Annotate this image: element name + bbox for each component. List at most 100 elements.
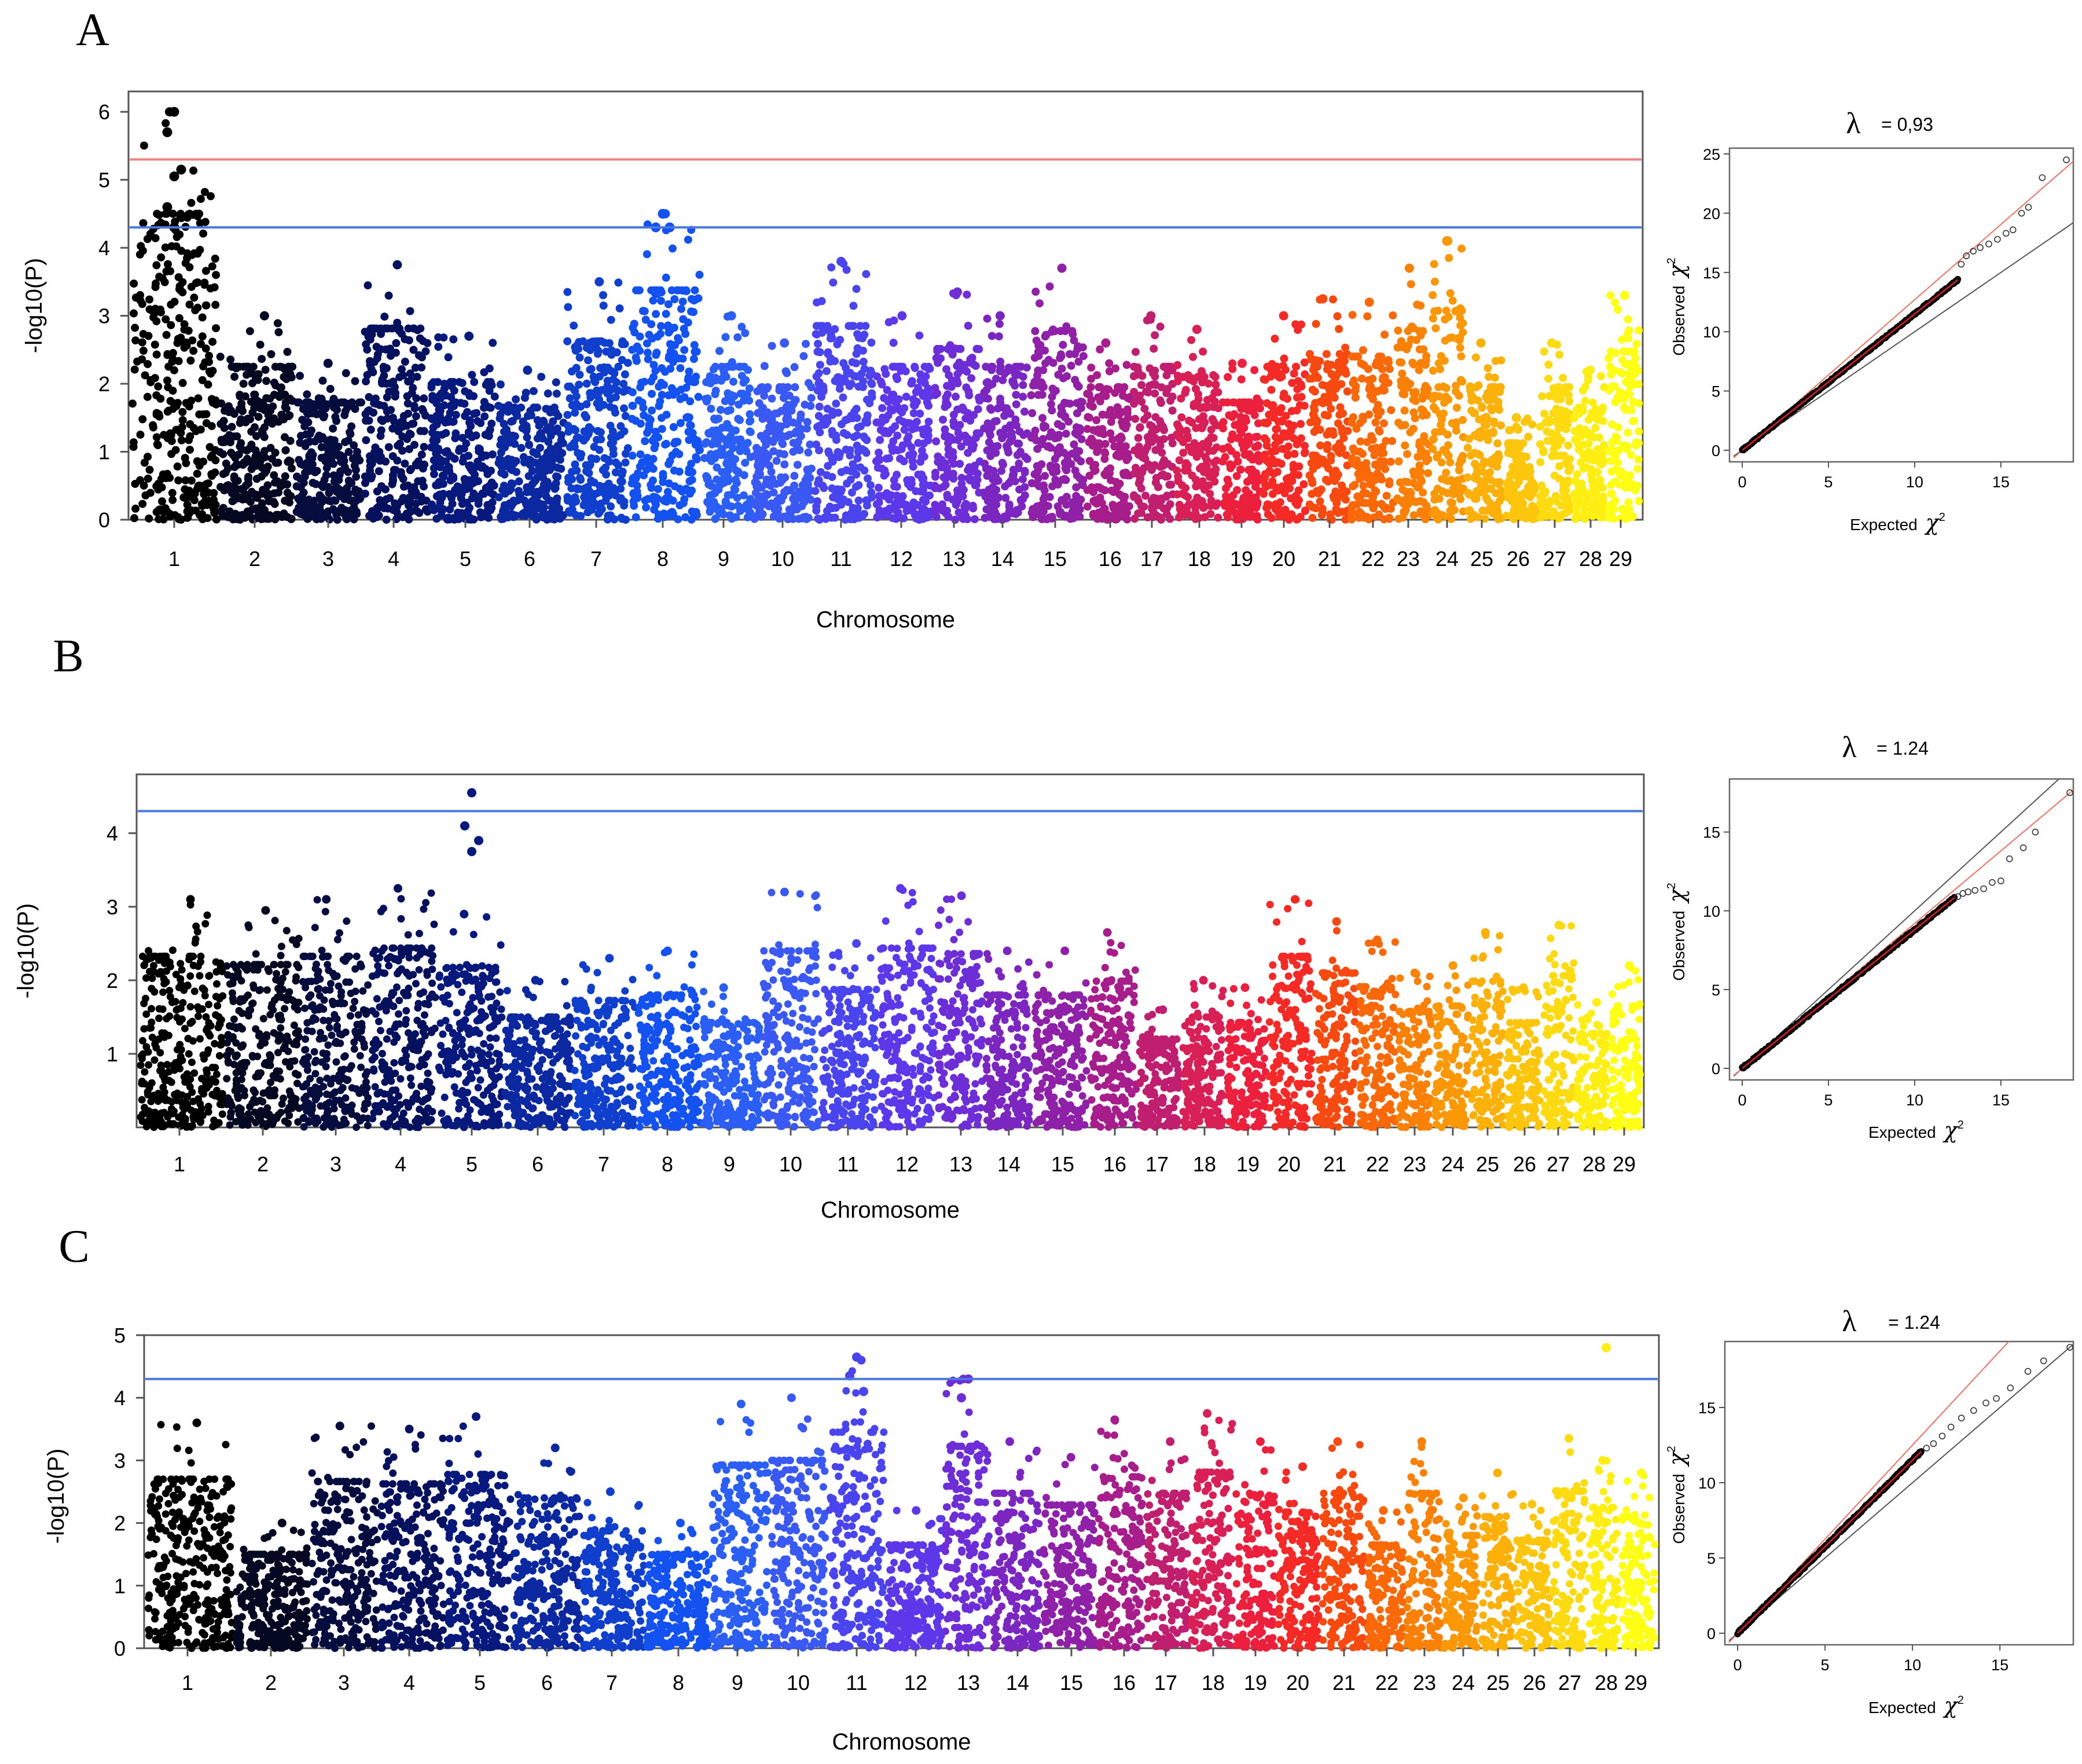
chromosome-peak-point	[277, 1519, 287, 1528]
qq-y-axis-label: Observed χ2	[1664, 258, 1690, 356]
snp-point	[289, 1526, 298, 1534]
qq-tail-point	[1989, 879, 1996, 886]
snp-point	[556, 1491, 564, 1500]
snp-point	[852, 1389, 860, 1397]
x-tick-label: 26	[1513, 1152, 1536, 1176]
snp-point	[313, 896, 321, 904]
snp-point	[649, 998, 656, 1006]
snp-point	[735, 1462, 743, 1471]
qq-y-axis: 0 5 10 15 20 25	[1703, 146, 1730, 460]
x-tick-label: 21	[1323, 1152, 1346, 1176]
snp-point	[842, 1425, 850, 1433]
snp-point	[805, 378, 813, 387]
snp-point	[1194, 1473, 1202, 1482]
dense-band-chr9	[700, 1019, 763, 1131]
x-tick-label: 10	[779, 1152, 802, 1176]
x-tick-label: 10	[787, 1671, 810, 1695]
chromosome-peak-point	[852, 939, 861, 948]
chromosome-points-26	[1503, 983, 1544, 1131]
snp-point	[1494, 946, 1502, 954]
chromosome-peak-point	[1057, 263, 1067, 273]
qq-x-tick-label: 15	[1991, 1656, 2008, 1674]
snp-point	[768, 888, 776, 896]
snp-point	[321, 907, 329, 916]
snp-point	[824, 326, 832, 335]
snp-point	[1114, 983, 1122, 991]
snp-point	[745, 1428, 753, 1436]
chromosome-peak-point	[1481, 928, 1490, 937]
snp-point	[552, 389, 561, 398]
snp-point	[446, 1435, 454, 1443]
plot-frame	[127, 90, 1644, 521]
snp-point	[343, 917, 351, 925]
snp-point	[1328, 1444, 1336, 1452]
y-tick-label: 1	[98, 440, 110, 464]
snp-point	[1561, 389, 1569, 397]
snp-point	[1359, 346, 1367, 355]
snp-point	[282, 927, 291, 935]
y-axis: 0 1 2 3 4 5 6	[98, 100, 128, 532]
snp-point	[1173, 361, 1182, 369]
snp-point	[244, 921, 252, 929]
snp-point	[1228, 1420, 1236, 1428]
snp-point	[420, 905, 428, 913]
snp-point	[351, 377, 359, 385]
dense-band-chr24	[1431, 1002, 1472, 1131]
snp-point	[296, 372, 304, 380]
snp-point	[783, 369, 791, 377]
qq-tail-point	[1970, 248, 1977, 255]
snp-point	[662, 273, 670, 282]
snp-point	[1496, 980, 1504, 988]
qq-x-tick-label: 0	[1738, 1092, 1746, 1109]
x-tick-label: 3	[322, 547, 334, 571]
x-tick-label: 4	[388, 547, 399, 571]
qq-tail-point	[1977, 244, 1984, 251]
qq-y-tick-label: 0	[1712, 1060, 1720, 1078]
chromosome-points-24	[1440, 1493, 1481, 1652]
snp-point	[1499, 1520, 1507, 1528]
chromosome-peak-point	[192, 1418, 201, 1427]
snp-point	[1459, 1515, 1467, 1523]
snp-point	[1632, 967, 1640, 975]
x-tick-label: 4	[403, 1671, 415, 1695]
snp-point	[563, 1002, 571, 1010]
snp-point	[964, 918, 972, 926]
chromosome-points-7	[580, 1487, 648, 1652]
snp-point	[1131, 1464, 1139, 1472]
qq-plot-area	[1733, 779, 2073, 1077]
snp-point	[1429, 291, 1437, 299]
dense-band-chr19	[1218, 398, 1264, 524]
snp-point	[996, 357, 1005, 366]
snp-point	[1564, 1494, 1572, 1502]
dense-band-chr29	[1604, 347, 1643, 523]
chromosome-peak-point	[1146, 311, 1156, 321]
snp-point	[1042, 330, 1051, 339]
dense-band-chr5	[435, 964, 506, 1131]
snp-point	[1131, 966, 1139, 974]
snp-point	[1644, 1521, 1653, 1529]
snp-point	[1628, 1006, 1636, 1014]
snp-point	[686, 1526, 695, 1534]
snp-point	[278, 1546, 286, 1554]
dense-band-chr2	[222, 961, 303, 1130]
chromosome-points-12	[883, 1506, 946, 1652]
snp-point	[1087, 374, 1096, 383]
chi-symbol: χ	[1664, 263, 1690, 279]
snp-point	[1457, 244, 1466, 253]
snp-point	[1529, 1538, 1537, 1546]
snp-point	[995, 319, 1004, 328]
qq-tail-point	[1982, 1399, 1989, 1406]
x-tick-label: 17	[1140, 547, 1163, 571]
snp-point	[478, 962, 486, 970]
snp-point	[1061, 1461, 1069, 1469]
dense-band-chr23	[1395, 1008, 1435, 1131]
chromosome-peak-point	[1279, 311, 1288, 321]
snp-point	[1300, 358, 1309, 367]
snp-point	[1288, 957, 1297, 965]
snp-point	[1148, 1010, 1156, 1019]
x-tick-label: 7	[590, 547, 602, 571]
snp-point	[160, 960, 168, 967]
snp-point	[760, 387, 769, 395]
snp-point	[216, 352, 225, 361]
snp-point	[591, 1526, 599, 1534]
